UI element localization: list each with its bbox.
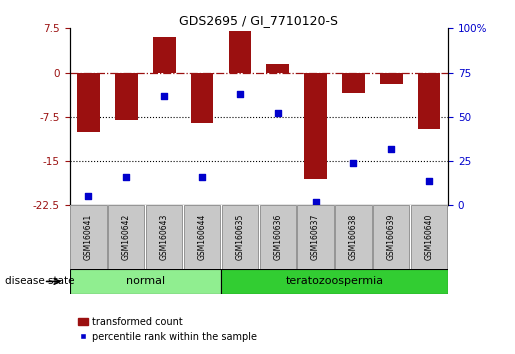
Text: GSM160638: GSM160638 — [349, 214, 358, 260]
Point — [387, 146, 396, 152]
Point — [425, 178, 433, 183]
Point — [312, 199, 320, 205]
Text: GSM160642: GSM160642 — [122, 214, 131, 260]
FancyBboxPatch shape — [373, 205, 409, 269]
Text: GSM160636: GSM160636 — [273, 214, 282, 261]
FancyBboxPatch shape — [108, 205, 145, 269]
Point — [160, 93, 168, 98]
Text: GSM160637: GSM160637 — [311, 214, 320, 261]
Bar — [153, 37, 176, 73]
Text: GSM160643: GSM160643 — [160, 214, 168, 261]
Title: GDS2695 / GI_7710120-S: GDS2695 / GI_7710120-S — [179, 14, 338, 27]
Text: GSM160641: GSM160641 — [84, 214, 93, 260]
FancyBboxPatch shape — [221, 205, 258, 269]
Bar — [380, 73, 403, 84]
Bar — [191, 73, 213, 123]
Bar — [229, 31, 251, 73]
Text: teratozoospermia: teratozoospermia — [285, 276, 384, 286]
Text: GSM160639: GSM160639 — [387, 214, 396, 261]
Point — [273, 110, 282, 116]
Bar — [221, 269, 448, 294]
FancyBboxPatch shape — [335, 205, 372, 269]
Point — [122, 174, 130, 180]
Text: normal: normal — [126, 276, 165, 286]
Point — [349, 160, 357, 166]
Point — [84, 194, 93, 199]
Point — [236, 91, 244, 97]
Bar — [342, 73, 365, 93]
Bar — [70, 269, 221, 294]
Bar — [115, 73, 138, 120]
Bar — [418, 73, 440, 129]
FancyBboxPatch shape — [260, 205, 296, 269]
FancyBboxPatch shape — [297, 205, 334, 269]
Text: GSM160635: GSM160635 — [235, 214, 244, 261]
Text: disease state: disease state — [5, 276, 75, 286]
Legend: transformed count, percentile rank within the sample: transformed count, percentile rank withi… — [74, 313, 261, 346]
FancyBboxPatch shape — [411, 205, 448, 269]
Text: GSM160644: GSM160644 — [198, 214, 207, 261]
Bar — [77, 73, 100, 132]
Bar — [266, 64, 289, 73]
Text: GSM160640: GSM160640 — [425, 214, 434, 261]
Point — [198, 174, 206, 180]
Bar — [304, 73, 327, 179]
FancyBboxPatch shape — [146, 205, 182, 269]
FancyBboxPatch shape — [70, 205, 107, 269]
FancyBboxPatch shape — [184, 205, 220, 269]
